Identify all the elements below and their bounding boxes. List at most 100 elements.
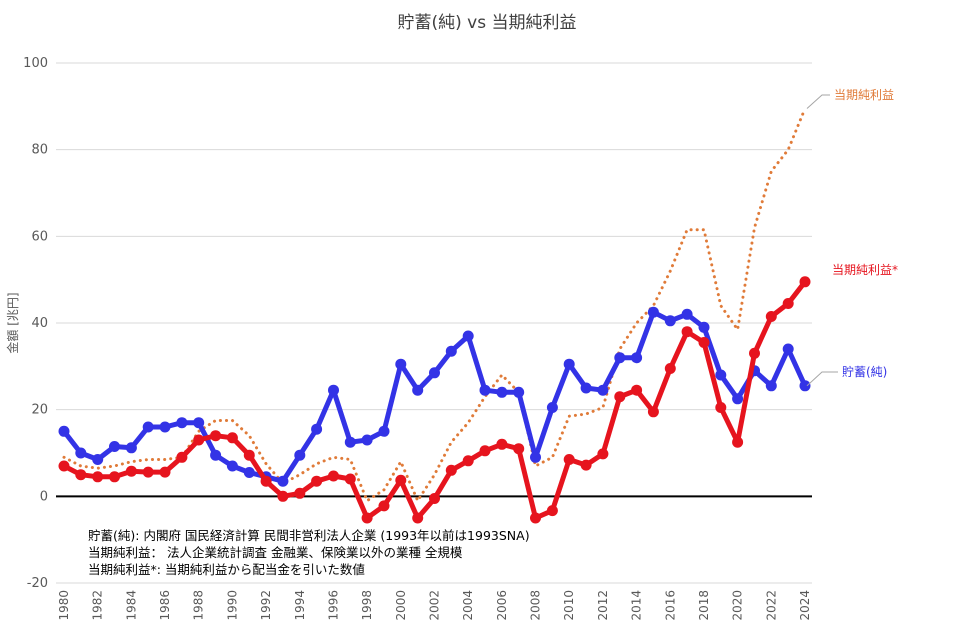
data-point (176, 451, 188, 463)
data-point (109, 471, 120, 483)
data-point (125, 442, 137, 454)
x-tick-label: 1984 (124, 590, 138, 621)
data-point (496, 438, 508, 450)
x-tick-label: 2016 (663, 590, 677, 621)
series (58, 107, 811, 524)
data-point (395, 358, 407, 370)
data-point (765, 380, 777, 392)
grid (56, 62, 812, 584)
data-point (513, 386, 525, 398)
data-point (58, 425, 70, 437)
x-axis-ticks: 1980 1982 1984 1986 1988 1990 1992 1994 1996 1998… (57, 590, 812, 621)
x-tick-label: 2006 (495, 590, 509, 621)
data-point (496, 386, 508, 398)
note-net-income: 当期純利益： 法人企業統計調査 金融業、保険業以外の業種 全規模 (88, 545, 463, 560)
data-point (226, 432, 238, 444)
data-point (125, 465, 137, 477)
x-tick-label: 2002 (428, 590, 442, 621)
source-notes: 貯蓄(純): 内閣府 国民経済計算 民間非営利法人企業 (1993年以前は199… (88, 528, 530, 577)
data-point (378, 500, 390, 512)
data-point (782, 298, 794, 309)
data-point (732, 393, 744, 405)
data-point (159, 421, 171, 433)
y-axis-label: 金額 [兆円] (5, 292, 20, 353)
data-point (664, 363, 676, 374)
data-point (159, 466, 171, 478)
data-point (328, 470, 339, 482)
series-end-label: 当期純利益* (832, 263, 898, 277)
series-2 (62, 107, 807, 503)
data-point (92, 471, 104, 483)
data-point (142, 421, 154, 433)
data-point (277, 490, 289, 502)
data-point (546, 402, 558, 413)
data-point (462, 455, 474, 467)
data-point (614, 352, 626, 364)
data-point (445, 345, 457, 357)
x-tick-label: 2024 (798, 590, 812, 621)
note-savings: 貯蓄(純): 内閣府 国民経済計算 民間非営利法人企業 (1993年以前は199… (88, 528, 530, 543)
data-point (243, 467, 255, 478)
data-point (260, 475, 272, 487)
data-point (75, 469, 87, 481)
x-tick-label: 2010 (562, 590, 576, 621)
series-1 (58, 276, 811, 524)
data-point (715, 402, 727, 413)
x-tick-label: 2018 (697, 590, 711, 621)
data-point (176, 417, 188, 429)
data-point (479, 445, 491, 457)
data-point (294, 449, 306, 461)
x-tick-label: 2020 (731, 590, 745, 621)
data-point (647, 306, 659, 318)
label-leader-line (806, 94, 830, 109)
data-point (344, 436, 356, 448)
data-point (799, 380, 811, 392)
data-point (412, 512, 424, 524)
x-tick-label: 1998 (360, 590, 374, 621)
data-point (109, 441, 120, 452)
y-tick-label: 80 (31, 143, 48, 158)
data-point (328, 384, 339, 396)
x-tick-label: 1988 (192, 590, 206, 621)
data-point (563, 358, 575, 370)
series-end-label: 貯蓄(純) (842, 365, 887, 379)
data-point (311, 475, 323, 487)
x-tick-label: 1996 (326, 590, 340, 621)
data-point (732, 436, 744, 448)
data-point (614, 391, 626, 403)
data-point (749, 347, 760, 359)
data-point (142, 466, 154, 478)
x-tick-label: 1994 (293, 590, 307, 621)
data-point (715, 369, 727, 381)
data-point (782, 343, 794, 355)
label-leader-line (806, 371, 838, 387)
data-point (799, 276, 811, 288)
data-point (546, 505, 558, 517)
data-point (193, 434, 205, 446)
data-point (378, 425, 390, 437)
y-axis-ticks: -20 0 20 40 60 80 100 (23, 56, 48, 591)
data-point (765, 311, 777, 322)
x-tick-label: 2000 (394, 590, 408, 621)
data-point (597, 384, 609, 396)
chart-title: 貯蓄(純) vs 当期純利益 (398, 13, 577, 33)
data-point (445, 464, 457, 476)
data-point (462, 330, 474, 342)
data-point (698, 321, 710, 333)
data-point (361, 434, 373, 446)
series-end-label: 当期純利益 (834, 88, 894, 102)
x-tick-label: 2012 (596, 590, 610, 621)
x-tick-label: 1980 (57, 590, 71, 621)
y-tick-label: 100 (23, 56, 48, 71)
data-point (681, 308, 693, 320)
series-0 (58, 306, 811, 487)
data-point (597, 448, 609, 460)
data-point (681, 326, 693, 338)
data-point (530, 451, 541, 463)
data-point (294, 487, 306, 499)
data-point (210, 430, 222, 442)
x-tick-label: 2022 (764, 590, 778, 621)
data-point (311, 423, 323, 435)
x-tick-label: 2014 (630, 590, 644, 621)
